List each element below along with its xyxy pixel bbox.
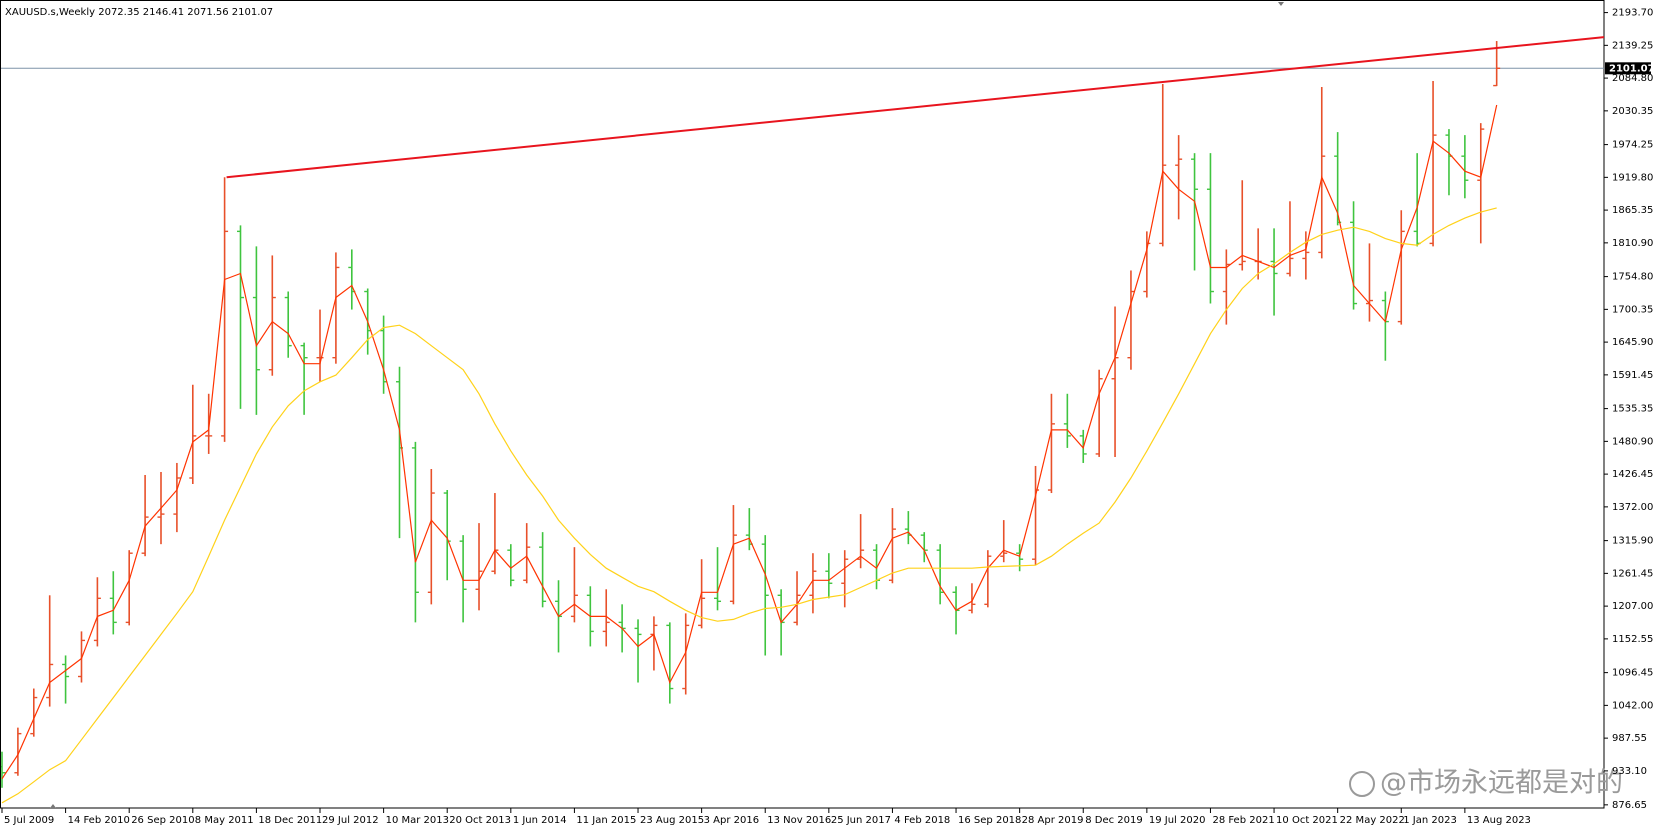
y-tick-label: 1810.90 [1612, 238, 1653, 249]
y-tick-label: 1261.45 [1612, 568, 1653, 579]
x-tick-label: 11 Jan 2015 [576, 815, 636, 826]
y-tick-label: 1591.45 [1612, 370, 1653, 381]
x-tick-label: 18 Dec 2011 [258, 815, 322, 826]
y-tick-label: 876.65 [1612, 800, 1647, 811]
y-tick-label: 1372.00 [1612, 502, 1653, 513]
y-tick-label: 2084.80 [1612, 73, 1653, 84]
x-tick-label: 14 Feb 2010 [68, 815, 130, 826]
x-tick-label: 25 Jun 2017 [831, 815, 891, 826]
scroll-marker [50, 804, 56, 808]
x-tick-label: 19 Jul 2020 [1149, 815, 1206, 826]
moving-average [1, 104, 1498, 780]
x-tick-label: 5 Jul 2009 [4, 815, 54, 826]
y-tick-label: 1754.80 [1612, 272, 1653, 283]
x-tick-label: 1 Jan 2023 [1403, 815, 1457, 826]
price-label-box [1605, 62, 1651, 75]
trend-line [226, 36, 1604, 179]
y-tick-label: 1535.35 [1612, 404, 1653, 415]
shift-marker [1278, 2, 1284, 6]
y-tick-label: 2030.35 [1612, 106, 1653, 117]
y-tick-label: 1865.35 [1612, 205, 1653, 216]
y-tick-label: 2139.25 [1612, 40, 1653, 51]
y-tick-label: 1426.45 [1612, 469, 1653, 480]
y-tick-label: 1480.90 [1612, 436, 1653, 447]
moving-average [1, 207, 1497, 804]
x-tick-label: 1 Jun 2014 [513, 815, 567, 826]
x-tick-label: 26 Sep 2010 [131, 815, 194, 826]
watermark: @市场永远都是对的 [1380, 768, 1623, 799]
x-tick-label: 3 Apr 2016 [704, 815, 759, 826]
header: XAUUSD.s,Weekly 2072.35 2146.41 2071.56 … [5, 7, 273, 18]
plot-frame [0, 0, 1605, 809]
x-tick-label: 29 Jul 2012 [322, 815, 379, 826]
y-tick-label: 933.10 [1612, 766, 1647, 777]
x-tick-label: 13 Aug 2023 [1467, 815, 1531, 826]
price-label: 2101.07 [1609, 63, 1655, 74]
x-tick-label: 4 Feb 2018 [894, 815, 950, 826]
watermark-icon [1349, 771, 1375, 797]
y-tick-label: 2193.70 [1612, 8, 1653, 19]
y-tick-label: 1096.45 [1612, 668, 1653, 679]
x-tick-label: 8 Dec 2019 [1085, 815, 1143, 826]
x-tick-label: 28 Feb 2021 [1212, 815, 1274, 826]
x-tick-label: 8 May 2011 [195, 815, 254, 826]
y-tick-label: 987.55 [1612, 733, 1647, 744]
x-tick-label: 20 Oct 2013 [449, 815, 511, 826]
y-tick-label: 1700.35 [1612, 304, 1653, 315]
x-tick-label: 28 Apr 2019 [1022, 815, 1084, 826]
x-tick-label: 10 Mar 2013 [386, 815, 449, 826]
y-tick-label: 1042.00 [1612, 700, 1653, 711]
x-tick-label: 10 Oct 2021 [1276, 815, 1338, 826]
x-tick-label: 16 Sep 2018 [958, 815, 1021, 826]
y-tick-label: 1919.80 [1612, 172, 1653, 183]
x-tick-label: 22 May 2022 [1340, 815, 1405, 826]
x-tick-label: 13 Nov 2016 [767, 815, 831, 826]
marks [1, 36, 1604, 804]
y-tick-label: 1974.25 [1612, 140, 1653, 151]
y-tick-label: 1645.90 [1612, 337, 1653, 348]
y-tick-label: 1152.55 [1612, 634, 1653, 645]
y-tick-label: 1207.00 [1612, 601, 1653, 612]
x-tick-label: 23 Aug 2015 [640, 815, 704, 826]
y-tick-label: 1315.90 [1612, 536, 1653, 547]
